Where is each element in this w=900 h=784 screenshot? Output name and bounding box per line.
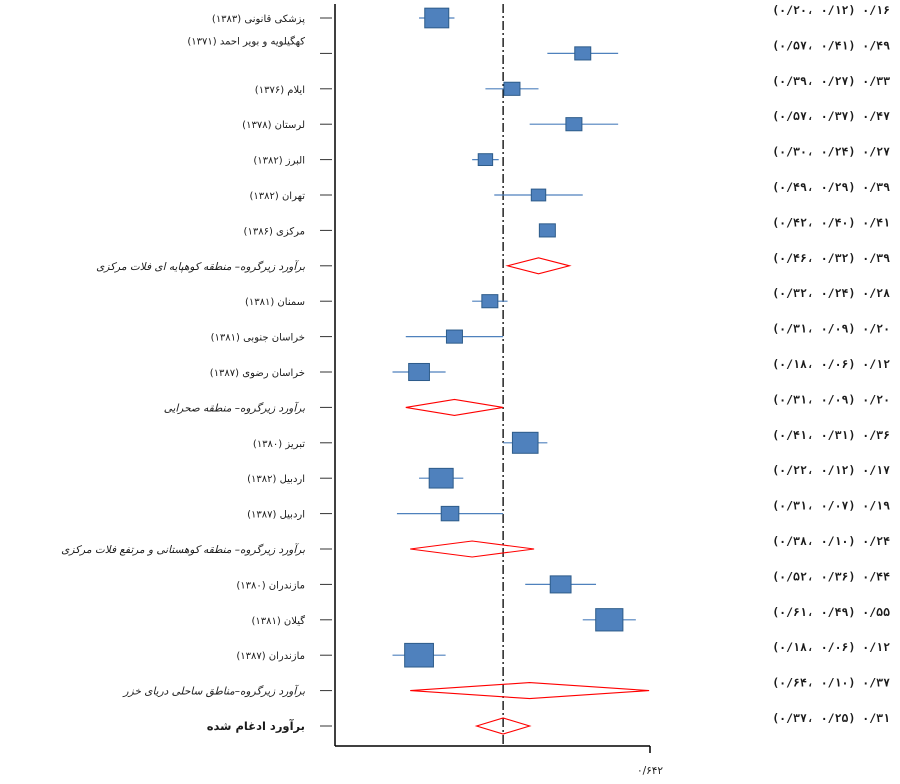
subtotal-label: برآورد زیرگروه– منطقه کوهستانی و مرتفع ف… [61, 543, 305, 556]
marks-layer [392, 7, 650, 735]
ci-text: ۰/۳۹ (۰/۲۹ ،۰/۴۹) [772, 180, 890, 194]
ci-text: ۰/۲۴ (۰/۱۰ ،۰/۳۸) [772, 534, 890, 548]
study-box [503, 81, 521, 96]
study-box [428, 467, 454, 489]
study-box [445, 329, 463, 344]
study-label: مازندران (۱۳۸۰) [236, 580, 305, 591]
overall-label: برآورد ادغام شده [207, 719, 305, 734]
subtotal-diamond [405, 398, 504, 416]
study-label: سمنان (۱۳۸۱) [245, 297, 305, 308]
study-label: گیلان (۱۳۸۱) [251, 615, 305, 627]
study-box [530, 188, 547, 202]
ci-text: ۰/۱۹ (۰/۰۷ ،۰/۳۱) [772, 499, 890, 513]
study-box [538, 223, 556, 238]
ci-text: ۰/۲۰ (۰/۰۹ ،۰/۳۱) [772, 392, 890, 406]
ci-text: ۰/۲۸ (۰/۲۴ ،۰/۳۲) [772, 286, 890, 300]
axes-layer: ۰/۶۴۲ [334, 4, 663, 777]
subtotal-diamond [505, 257, 572, 275]
overall-diamond [474, 717, 532, 735]
study-label: تبریز (۱۳۸۰) [253, 439, 305, 450]
study-label: تهران (۱۳۸۲) [249, 191, 305, 202]
study-label: مازندران (۱۳۸۷) [236, 651, 305, 662]
subtotal-label: برآورد زیرگروه–مناطق ساحلی دریای خزر [122, 685, 306, 698]
study-box [477, 153, 494, 167]
ci-text: ۰/۴۴ (۰/۳۶ ،۰/۵۲) [772, 569, 890, 583]
x-axis-tick-label: ۰/۶۴۲ [637, 765, 663, 777]
ci-text: ۰/۳۳ (۰/۲۷ ،۰/۳۹) [772, 74, 890, 88]
study-label: اردبیل (۱۳۸۷) [247, 510, 305, 521]
ci-text: ۰/۴۱ (۰/۴۰ ،۰/۴۲) [772, 215, 890, 229]
ci-text: ۰/۳۱ (۰/۲۵ ،۰/۳۷) [772, 711, 890, 725]
study-box [574, 46, 592, 61]
study-label: خراسان جنوبی (۱۳۸۱) [211, 333, 305, 344]
ci-text: ۰/۱۲ (۰/۰۶ ،۰/۱۸) [772, 357, 890, 371]
subtotal-diamond [410, 682, 650, 700]
study-label: لرستان (۱۳۷۸) [242, 120, 305, 131]
study-box [440, 505, 460, 522]
ci-text-layer: ۰/۱۶ (۰/۱۲ ،۰/۲۰) ۰/۴۹ (۰/۴۱ ،۰/۵۷) ۰/۳۳ (… [772, 3, 890, 725]
ci-text: ۰/۱۷ (۰/۱۲ ،۰/۲۲) [772, 463, 890, 477]
ci-text: ۰/۱۲ (۰/۰۶ ،۰/۱۸) [772, 640, 890, 654]
study-box [408, 362, 430, 382]
ci-text: ۰/۳۷ (۰/۱۰ ،۰/۶۴) [772, 676, 890, 690]
study-box [404, 642, 434, 668]
study-label: البرز (۱۳۸۲) [253, 156, 305, 167]
ci-text: ۰/۳۹ (۰/۳۲ ،۰/۴۶) [772, 251, 890, 265]
study-box [565, 117, 583, 132]
ci-text: ۰/۴۷ (۰/۳۷ ،۰/۵۷) [772, 109, 890, 123]
subtotal-diamond [410, 540, 535, 558]
study-label: پزشکی قانونی (۱۳۸۳) [212, 14, 305, 25]
study-box [424, 7, 450, 29]
study-label: اردبیل (۱۳۸۲) [247, 474, 305, 485]
study-box [481, 294, 499, 309]
study-label: مرکزی (۱۳۸۶) [244, 226, 305, 237]
ci-text: ۰/۴۹ (۰/۴۱ ،۰/۵۷) [772, 38, 890, 52]
ci-text: ۰/۲۷ (۰/۲۴ ،۰/۳۰) [772, 145, 890, 159]
study-label: ایلام (۱۳۷۶) [255, 85, 305, 96]
study-box [549, 575, 572, 594]
subtotal-label: برآورد زیرگروه– منطقه صحرایی [164, 401, 305, 414]
ci-text: ۰/۱۶ (۰/۱۲ ،۰/۲۰) [772, 3, 890, 17]
study-box [511, 431, 539, 454]
ci-text: ۰/۵۵ (۰/۴۹ ،۰/۶۱) [772, 605, 890, 619]
study-label: خراسان رضوی (۱۳۸۷) [210, 368, 305, 379]
subtotal-label: برآورد زیرگروه– منطقه کوهپایه ای فلات مر… [96, 260, 305, 273]
study-label: کهگیلویه و بویر احمد (۱۳۷۱) [187, 35, 305, 47]
study-box [595, 608, 624, 632]
ci-text: ۰/۳۶ (۰/۳۱ ،۰/۴۱) [772, 428, 890, 442]
ci-text: ۰/۲۰ (۰/۰۹ ،۰/۳۱) [772, 322, 890, 336]
labels-layer: پزشکی قانونی (۱۳۸۳) کهگیلویه و بویر احمد … [61, 14, 332, 734]
